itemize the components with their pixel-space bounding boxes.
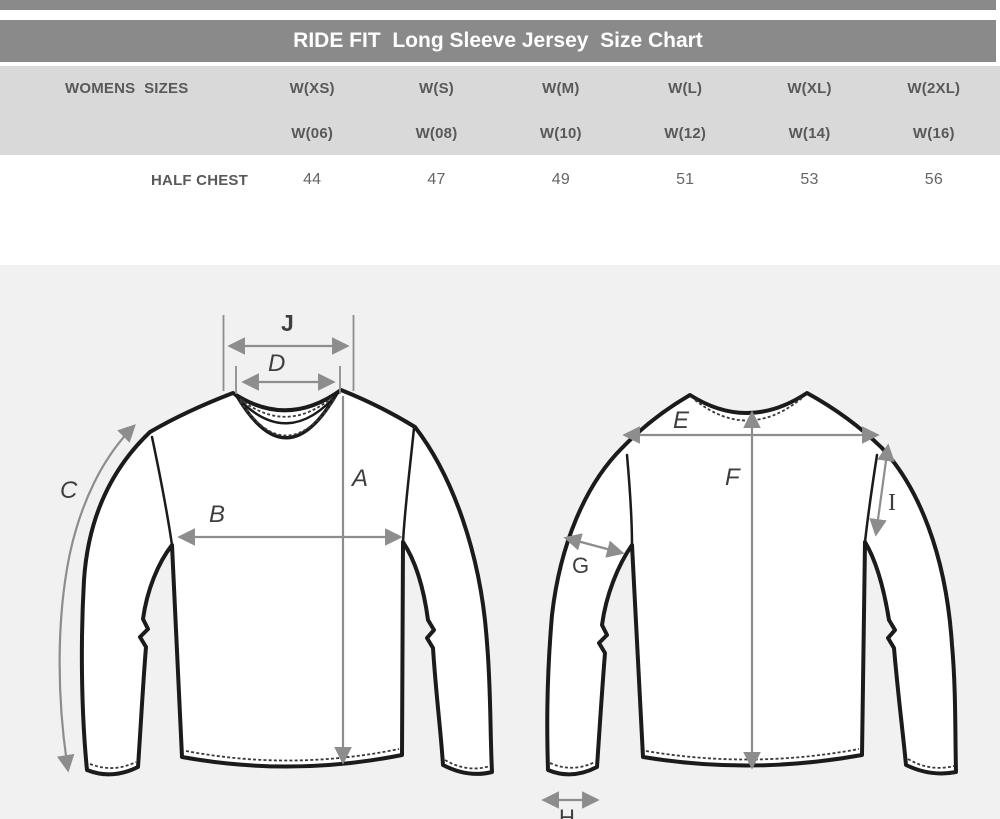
measure-label-g: G	[572, 553, 589, 578]
front-collar-outer-seam	[235, 391, 339, 440]
row-label-half-chest: HALF CHEST	[151, 171, 248, 189]
half-chest-value: 53	[800, 171, 819, 188]
jersey-measurement-diagram: J D A B C E F G	[0, 265, 1000, 819]
back-right-cuff-stitch	[907, 758, 955, 769]
numeric-size-label: W(06)	[291, 124, 334, 142]
size-number-row: W(06) W(08) W(10) W(12) W(14) W(16)	[0, 111, 996, 155]
numeric-size-label: W(14)	[788, 124, 831, 142]
numeric-size-label: W(10)	[539, 124, 582, 142]
back-left-armhole-seam	[625, 453, 634, 547]
jersey-front-view: J D A B C	[56, 310, 494, 777]
size-label: W(S)	[419, 80, 454, 97]
measure-arrow-g	[563, 533, 625, 558]
size-label: W(XS)	[289, 80, 335, 97]
size-label: W(M)	[542, 80, 580, 97]
measure-label-f: F	[725, 464, 741, 491]
half-chest-row: HALF CHEST 44 47 49 51 53 56	[0, 155, 996, 205]
half-chest-value: 51	[676, 171, 695, 188]
measure-label-b: B	[209, 501, 225, 528]
front-left-armhole-seam	[150, 435, 174, 547]
measure-label-j: J	[281, 310, 294, 336]
size-label: W(XL)	[787, 80, 832, 97]
page-title: RIDE FIT Long Sleeve Jersey Size Chart	[0, 20, 996, 62]
measure-label-c: C	[60, 477, 78, 504]
measure-label-e: E	[673, 407, 690, 434]
size-letter-row: WOMENS SIZES W(XS) W(S) W(M) W(L) W(XL) …	[0, 66, 996, 111]
half-chest-value: 49	[551, 171, 570, 188]
size-label: W(L)	[668, 80, 703, 97]
row-label-womens-sizes: WOMENS SIZES	[65, 80, 189, 97]
measure-arrow-i	[869, 443, 895, 537]
numeric-size-label: W(08)	[415, 124, 458, 142]
numeric-size-label: W(16)	[912, 124, 955, 142]
measure-label-a: A	[350, 465, 368, 492]
measure-arrow-c	[56, 424, 136, 773]
top-divider-bar	[0, 0, 996, 10]
measure-label-i: I	[888, 490, 896, 516]
front-right-cuff-stitch	[444, 759, 491, 770]
half-chest-value: 44	[303, 171, 322, 188]
size-table-header: WOMENS SIZES W(XS) W(S) W(M) W(L) W(XL) …	[0, 66, 1000, 155]
measure-label-h: H	[559, 805, 575, 819]
front-collar-stitch-lower	[239, 396, 337, 437]
back-left-cuff-stitch	[549, 761, 596, 769]
front-collar-stitch-upper	[239, 395, 335, 418]
front-collar-band-line	[233, 390, 341, 425]
half-chest-value: 47	[427, 171, 446, 188]
jersey-back-view: E F G I H	[541, 391, 958, 819]
front-jersey-outline	[79, 388, 494, 777]
measure-label-d: D	[268, 350, 285, 377]
front-hem-stitch	[185, 748, 400, 762]
half-chest-value: 56	[924, 171, 943, 188]
size-label: W(2XL)	[907, 80, 961, 97]
numeric-size-label: W(12)	[664, 124, 707, 142]
front-right-armhole-seam	[401, 426, 416, 544]
